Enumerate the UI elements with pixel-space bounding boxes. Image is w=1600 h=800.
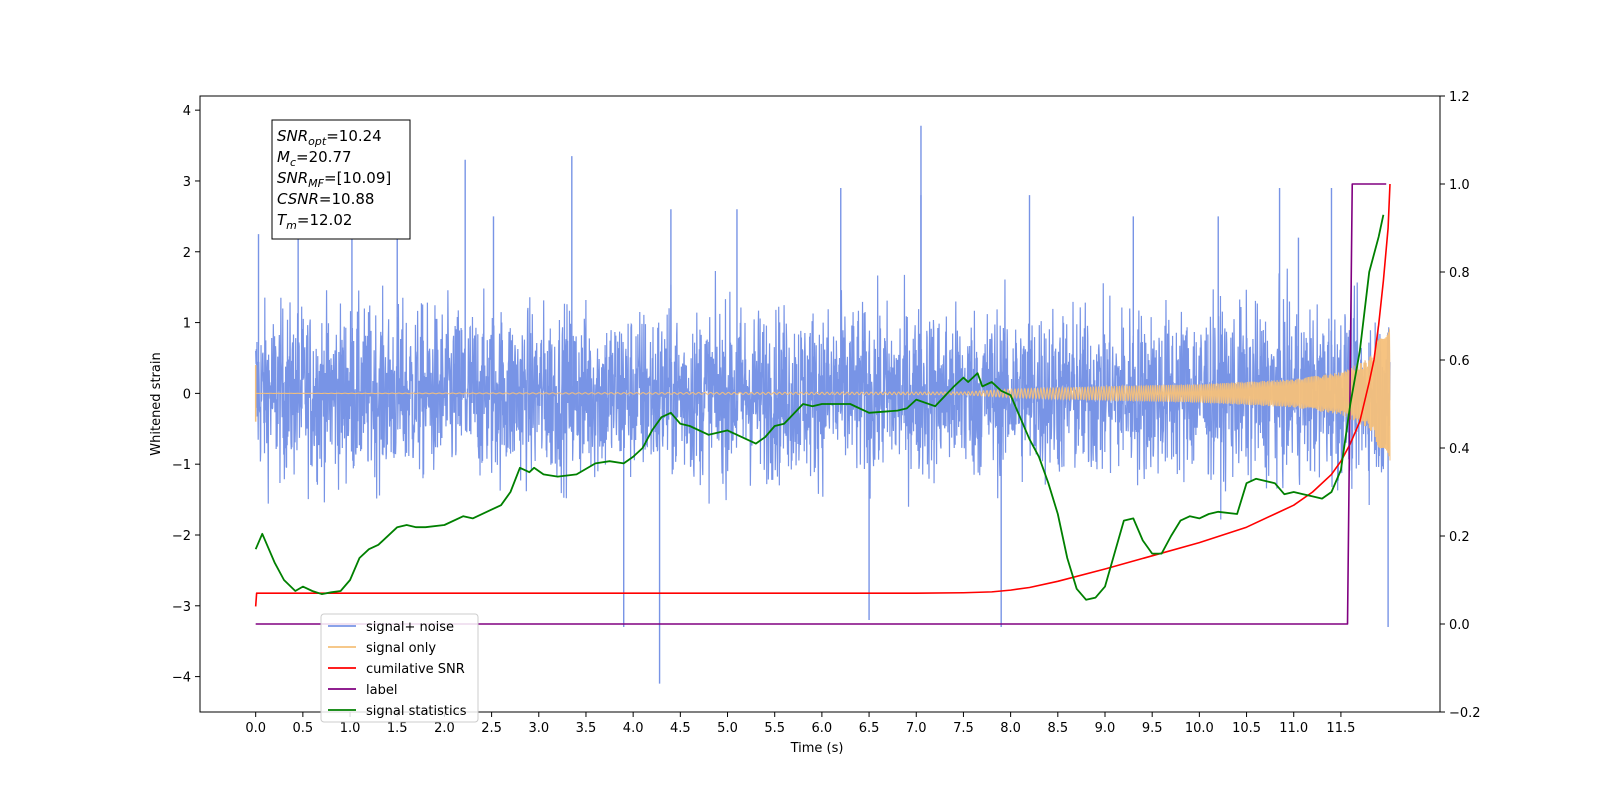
stats-annotation-box: SNRopt=10.24Mc=20.77SNRMF=[10.09]CSNR=10… bbox=[271, 119, 411, 240]
x-tick-label: 0.0 bbox=[245, 721, 266, 736]
y-tick-label: −1 bbox=[172, 458, 191, 473]
annotation-frame bbox=[271, 119, 411, 240]
x-tick-label: 6.5 bbox=[859, 721, 880, 736]
x-tick-label: 0.5 bbox=[293, 721, 314, 736]
x-tick-label: 7.0 bbox=[906, 721, 927, 736]
y-axis-right: 1.2 1.0 0.8 0.6 0.4 0.2 0.0 −0.2 bbox=[1440, 90, 1481, 721]
series-cumilative-snr-line bbox=[254, 183, 1391, 607]
y-axis-left: 4 3 2 1 0 −1 −2 −3 −4 bbox=[172, 104, 200, 686]
annotation-line: CSNR=10.88 bbox=[277, 190, 374, 208]
y-tick-label: 0 bbox=[183, 387, 191, 402]
x-tick-label: 9.5 bbox=[1142, 721, 1163, 736]
y2-tick-label: 1.0 bbox=[1449, 178, 1470, 193]
x-tick-label: 6.0 bbox=[812, 721, 833, 736]
y-tick-label: −4 bbox=[172, 671, 191, 686]
series-signal-statistics-line bbox=[254, 214, 1385, 601]
x-tick-label: 10.5 bbox=[1232, 721, 1261, 736]
legend-label: cumilative SNR bbox=[366, 662, 465, 677]
y2-tick-label: 0.8 bbox=[1449, 266, 1470, 281]
annotation-line: Tm=12.02 bbox=[277, 211, 352, 232]
x-tick-label: 7.5 bbox=[953, 721, 974, 736]
x-tick-label: 3.0 bbox=[528, 721, 549, 736]
x-tick-label: 11.5 bbox=[1326, 721, 1355, 736]
x-tick-label: 4.0 bbox=[623, 721, 644, 736]
x-tick-label: 2.0 bbox=[434, 721, 455, 736]
legend: signal+ noise signal only cumilative SNR la… bbox=[320, 613, 479, 723]
annotation-line: SNRMF=[10.09] bbox=[277, 169, 391, 190]
legend-frame bbox=[320, 613, 479, 723]
legend-label: signal+ noise bbox=[366, 620, 454, 635]
y2-tick-label: 0.2 bbox=[1449, 530, 1470, 545]
y-tick-label: 2 bbox=[183, 246, 191, 261]
y-tick-label: 4 bbox=[183, 104, 191, 119]
series-signal-only-line bbox=[255, 328, 1391, 461]
y-tick-label: −2 bbox=[172, 529, 191, 544]
x-tick-label: 10.0 bbox=[1185, 721, 1214, 736]
legend-label: signal statistics bbox=[366, 704, 467, 719]
legend-label: label bbox=[366, 683, 397, 698]
x-tick-label: 8.5 bbox=[1047, 721, 1068, 736]
x-tick-label: 1.5 bbox=[387, 721, 408, 736]
legend-label: signal only bbox=[366, 641, 436, 656]
y2-tick-label: 0.6 bbox=[1449, 354, 1470, 369]
x-tick-label: 5.0 bbox=[717, 721, 738, 736]
y2-tick-label: 0.0 bbox=[1449, 618, 1470, 633]
y2-tick-label: 1.2 bbox=[1449, 90, 1470, 105]
y-axis-label: Whitened strain bbox=[149, 352, 164, 455]
x-tick-label: 4.5 bbox=[670, 721, 691, 736]
x-axis-label: Time (s) bbox=[790, 741, 844, 756]
x-tick-label: 9.0 bbox=[1095, 721, 1116, 736]
series-signal-noise-line bbox=[255, 268, 1391, 520]
y-tick-label: −3 bbox=[172, 600, 191, 615]
y-tick-label: 1 bbox=[183, 317, 191, 332]
x-tick-label: 2.5 bbox=[481, 721, 502, 736]
x-tick-label: 11.0 bbox=[1279, 721, 1308, 736]
y2-tick-label: 0.4 bbox=[1449, 442, 1470, 457]
y2-tick-label: −0.2 bbox=[1449, 706, 1481, 721]
x-tick-label: 8.0 bbox=[1000, 721, 1021, 736]
plot-area bbox=[254, 125, 1391, 684]
x-tick-label: 5.5 bbox=[764, 721, 785, 736]
x-tick-label: 1.0 bbox=[340, 721, 361, 736]
x-axis: 0.0 0.5 1.0 1.5 2.0 2.5 3.0 3.5 4.0 4.5 5.0 5.5 6.0 6… bbox=[245, 712, 1355, 736]
y-tick-label: 3 bbox=[183, 175, 191, 190]
x-tick-label: 3.5 bbox=[576, 721, 597, 736]
annotation-line: Mc=20.77 bbox=[277, 148, 352, 169]
annotation-line: SNRopt=10.24 bbox=[277, 127, 382, 148]
axes-frame bbox=[199, 95, 1441, 713]
